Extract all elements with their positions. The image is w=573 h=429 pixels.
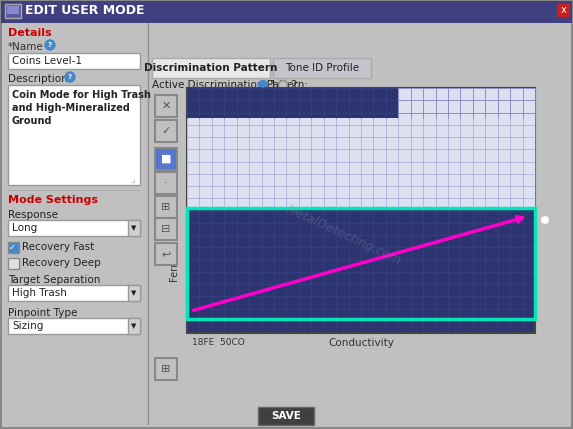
Bar — [155, 196, 177, 218]
Bar — [8, 190, 140, 191]
Text: ·: · — [164, 178, 168, 188]
Circle shape — [278, 81, 288, 90]
Bar — [8, 53, 140, 69]
Bar — [8, 285, 140, 301]
Circle shape — [258, 81, 268, 90]
Text: ✕: ✕ — [162, 101, 171, 111]
Text: ▼: ▼ — [131, 225, 137, 231]
Bar — [2, 23, 148, 426]
Bar — [128, 220, 140, 236]
Bar — [8, 318, 140, 334]
Text: ?: ? — [48, 42, 52, 48]
Text: High Trash: High Trash — [12, 288, 67, 298]
Text: 1: 1 — [270, 80, 277, 90]
Text: ?: ? — [68, 74, 72, 80]
Text: EDIT USER MODE: EDIT USER MODE — [25, 4, 144, 17]
Text: Conductivity: Conductivity — [328, 338, 394, 348]
Text: SAVE: SAVE — [271, 411, 301, 421]
Bar — [128, 285, 140, 301]
Bar — [258, 407, 314, 425]
Bar — [398, 88, 535, 118]
Text: Pinpoint Type: Pinpoint Type — [8, 308, 77, 318]
Text: ✓: ✓ — [162, 126, 171, 136]
Bar — [8, 220, 140, 236]
Bar — [8, 242, 19, 253]
Text: ▼: ▼ — [131, 290, 137, 296]
Text: ↩: ↩ — [162, 249, 171, 259]
Bar — [8, 85, 140, 185]
Text: ⌟: ⌟ — [131, 174, 135, 184]
Bar — [273, 58, 371, 78]
Circle shape — [261, 83, 265, 87]
Bar — [155, 358, 177, 380]
Text: Sizing: Sizing — [12, 321, 44, 331]
Text: ⊞: ⊞ — [162, 364, 171, 374]
Text: Active Discrimination Pattern:: Active Discrimination Pattern: — [152, 80, 308, 90]
Bar — [155, 243, 177, 265]
Bar — [155, 120, 177, 142]
Text: *Name: *Name — [8, 42, 44, 52]
Text: Response: Response — [8, 210, 58, 220]
Bar — [557, 4, 570, 17]
Bar — [187, 88, 535, 333]
Bar — [152, 58, 270, 78]
Text: Mode Settings: Mode Settings — [8, 195, 98, 205]
Text: and High-Mineralized: and High-Mineralized — [12, 103, 130, 113]
Circle shape — [45, 40, 55, 50]
Text: Coin Mode for High Trash: Coin Mode for High Trash — [12, 90, 151, 100]
Text: Coins Level-1: Coins Level-1 — [12, 56, 82, 66]
Text: Target Separation: Target Separation — [8, 275, 100, 285]
Text: Discrimination Pattern: Discrimination Pattern — [144, 63, 278, 73]
Text: Recovery Deep: Recovery Deep — [22, 258, 101, 268]
Bar — [128, 318, 140, 334]
Text: ✓: ✓ — [9, 242, 16, 251]
Text: Details: Details — [8, 28, 52, 38]
Text: Long: Long — [12, 223, 37, 233]
Bar — [1, 1, 572, 23]
Text: ■: ■ — [161, 154, 171, 164]
Text: MetalDetecting.com: MetalDetecting.com — [284, 202, 403, 268]
Circle shape — [65, 72, 75, 82]
Bar — [8, 258, 19, 269]
Bar — [187, 88, 535, 118]
Text: ⊟: ⊟ — [162, 224, 171, 234]
Text: 18FE  50CO: 18FE 50CO — [192, 338, 245, 347]
Text: x: x — [561, 5, 567, 15]
Text: Ferrous: Ferrous — [169, 245, 179, 281]
Text: Tone ID Profile: Tone ID Profile — [285, 63, 359, 73]
Bar — [155, 172, 177, 194]
Bar — [155, 148, 177, 170]
Bar — [187, 208, 535, 319]
Bar — [7, 6, 19, 14]
Text: Recovery Fast: Recovery Fast — [22, 242, 94, 252]
Text: ▼: ▼ — [131, 323, 137, 329]
Text: Description: Description — [8, 74, 68, 84]
Text: Ground: Ground — [12, 116, 53, 126]
Text: 2: 2 — [290, 80, 297, 90]
Bar — [187, 88, 535, 208]
Bar — [155, 218, 177, 240]
Bar — [155, 95, 177, 117]
Bar — [5, 4, 21, 18]
Text: ⊞: ⊞ — [162, 202, 171, 212]
